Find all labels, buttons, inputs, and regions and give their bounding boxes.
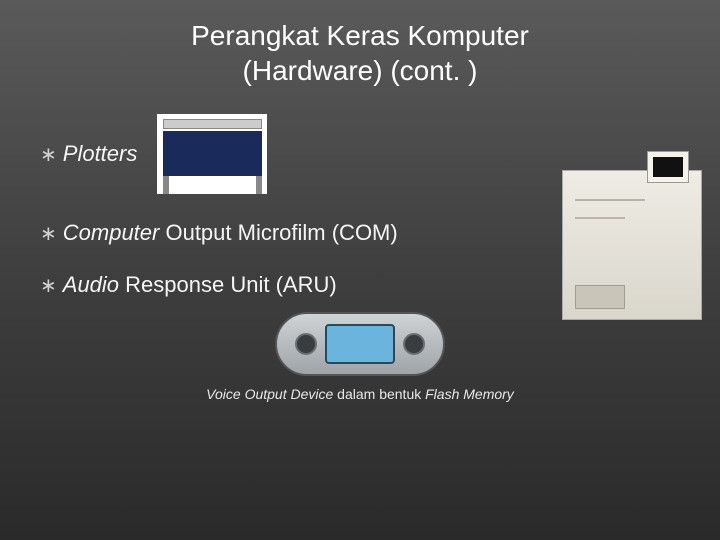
slide-title: Perangkat Keras Komputer (Hardware) (con… <box>0 0 720 88</box>
bullet-icon: ∗ <box>40 273 57 298</box>
bullet-text-com: Computer Output Microfilm (COM) <box>63 220 398 246</box>
bullet-icon: ∗ <box>40 221 57 246</box>
caption-plain: dalam bentuk <box>333 386 425 402</box>
com-machine-image <box>562 170 702 320</box>
plotter-image <box>157 114 267 194</box>
title-line-2: (Hardware) (cont. ) <box>243 55 478 86</box>
caption-italic-2: Flash Memory <box>425 386 514 402</box>
title-line-1: Perangkat Keras Komputer <box>191 20 529 51</box>
bullet-icon: ∗ <box>40 142 57 167</box>
caption-italic-1: Voice Output Device <box>206 386 333 402</box>
bullet-text-plotters: Plotters <box>63 141 138 167</box>
caption: Voice Output Device dalam bentuk Flash M… <box>40 386 680 402</box>
bullet-text-aru: Audio Response Unit (ARU) <box>63 272 337 298</box>
audio-device-image <box>275 312 445 376</box>
